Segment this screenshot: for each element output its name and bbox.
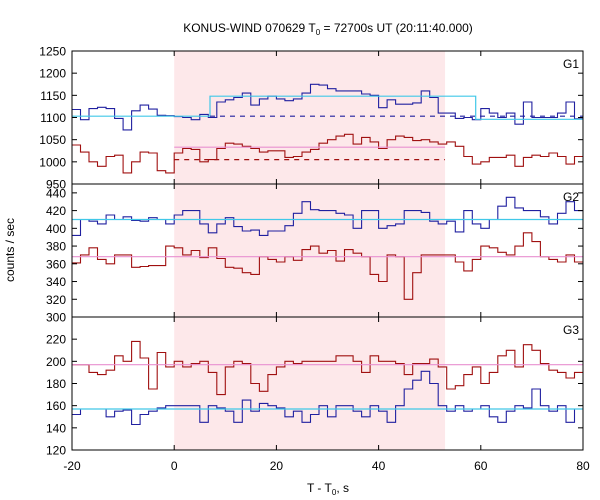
panel-series-group-g1 [72,83,583,174]
y-tick-label: 120 [46,444,66,458]
y-tick-label: 200 [46,355,66,369]
x-tick-label: 20 [270,459,284,473]
y-tick-label: 380 [46,240,66,254]
y-tick-label: 950 [46,178,66,192]
y-tick-label: 160 [46,399,66,413]
panel-label: G2 [563,190,579,204]
y-tick-label: 180 [46,377,66,391]
x-axis-label: T - T0, s [307,481,349,497]
series-line-g1-1 [72,133,583,174]
panel-series-group-g2 [72,196,583,300]
y-tick-label: 360 [46,257,66,271]
y-tick-label: 140 [46,421,66,435]
y-tick-label: 420 [46,204,66,218]
y-tick-label: 1000 [39,155,66,169]
shaded-interval [174,51,446,184]
y-tick-label: 1250 [39,45,66,59]
y-tick-label: 440 [46,186,66,200]
y-axis-label: counts / sec [3,218,17,282]
panel-label: G1 [563,57,579,71]
chart-title: KONUS-WIND 070629 T0 = 72700s UT (20:11:… [183,21,473,37]
y-tick-label: 340 [46,275,66,289]
series-line-g2-1 [72,232,583,300]
series-line-g3-0 [72,370,583,426]
series-line-g1-0 [72,83,583,131]
y-tick-label: 1200 [39,67,66,81]
y-tick-label: 320 [46,293,66,307]
shaded-interval-layer [174,51,446,450]
series-line-g1-2 [72,95,583,120]
x-tick-label: 60 [474,459,488,473]
text-layer: KONUS-WIND 070629 T0 = 72700s UT (20:11:… [3,21,590,497]
frame-layer [71,50,584,451]
x-tick-label: 0 [171,459,178,473]
y-tick-label: 1100 [40,111,66,125]
y-tick-label: 1050 [39,133,66,147]
series-line-g2-0 [72,196,583,236]
y-tick-label: 220 [46,333,66,347]
panel-label: G3 [563,323,579,337]
x-tick-label: 80 [576,459,590,473]
shaded-interval [174,317,446,450]
x-tick-label: -20 [63,459,81,473]
y-tick-label: 1150 [40,89,66,103]
y-tick-label: 300 [46,311,66,325]
series-layer [72,83,583,426]
x-tick-label: 40 [372,459,386,473]
y-tick-label: 400 [46,222,66,236]
shaded-interval [174,184,446,317]
panel-series-group-g3 [72,340,583,426]
